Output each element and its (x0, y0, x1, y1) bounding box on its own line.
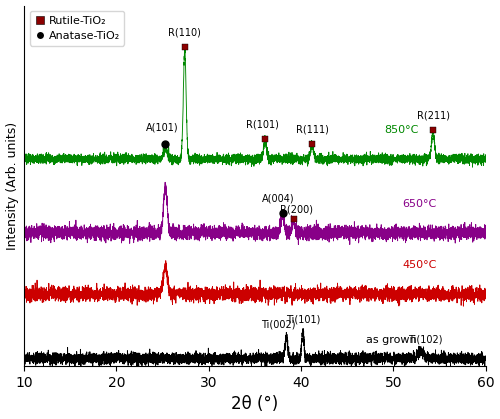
Text: Ti(101): Ti(101) (286, 315, 320, 325)
X-axis label: 2θ (°): 2θ (°) (231, 396, 278, 414)
Text: R(101): R(101) (246, 120, 278, 130)
Text: Ti(102): Ti(102) (408, 335, 443, 345)
Text: Ti(002): Ti(002) (260, 319, 295, 329)
Text: A(101): A(101) (146, 123, 179, 133)
Text: A(004): A(004) (262, 194, 294, 204)
Text: R(211): R(211) (416, 111, 450, 121)
Text: R(110): R(110) (168, 28, 201, 38)
Legend: Rutile-TiO₂, Anatase-TiO₂: Rutile-TiO₂, Anatase-TiO₂ (30, 11, 124, 46)
Text: R(111): R(111) (296, 124, 328, 134)
Text: R(200): R(200) (280, 204, 313, 214)
Text: 650°C: 650°C (402, 199, 437, 209)
Text: 450°C: 450°C (402, 260, 437, 270)
Y-axis label: Intensity (Arb. units): Intensity (Arb. units) (6, 122, 18, 250)
Text: as grown: as grown (366, 335, 416, 345)
Text: 850°C: 850°C (384, 125, 418, 135)
